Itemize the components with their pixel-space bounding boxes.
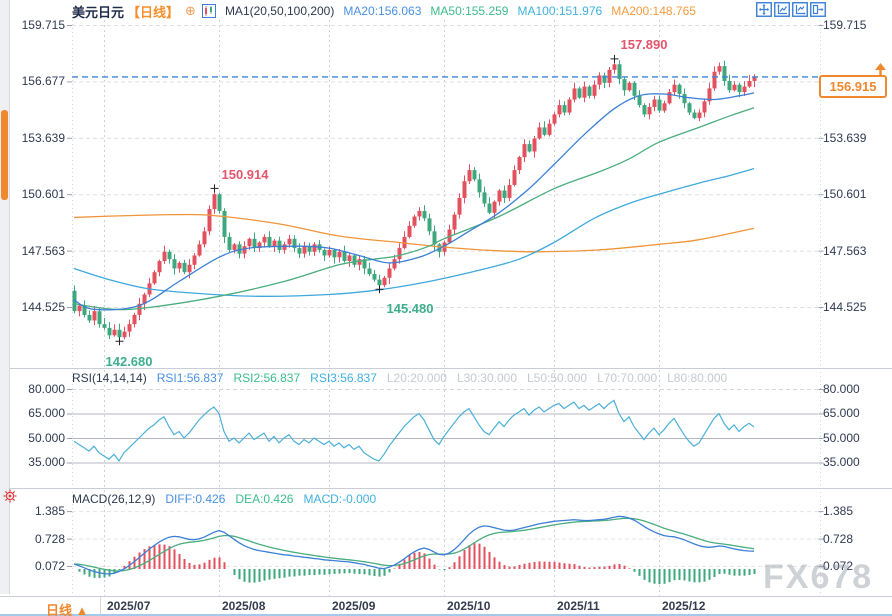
scrollbar-thumb[interactable] [1,110,8,200]
current-price-value: 156.915 [829,79,877,94]
rsi-l80-value: L80:80.000 [667,371,728,385]
x-axis-scale-icon[interactable] [792,2,808,17]
axis-tick-label: 1.385 [823,504,854,519]
axis-tick-label: 0.728 [823,531,854,546]
low-price-annotation: 145.480 [386,301,434,317]
axis-tick-label: 153.639 [21,130,65,145]
symbol-title: 美元日元 [72,4,125,20]
low-price-annotation: 142.680 [105,354,153,370]
axis-tick-label: 65.000 [823,406,860,421]
rsi3-value: RSI3:56.837 [310,371,377,385]
axis-tick-label: 1.385 [34,504,65,519]
chart-toolbar [756,2,826,17]
date-axis-label: 2025/12 [662,599,706,613]
macd-macd-value: MACD:-0.000 [303,492,377,506]
macd-label[interactable]: MACD(26,12,9) [72,492,156,506]
add-indicator-icon[interactable]: ⊕ [185,3,196,18]
current-price-tag: 156.915 [819,75,887,98]
footer-divider [100,597,101,614]
ma100-value: MA100:151.976 [517,4,603,18]
axis-tick-label: 147.563 [823,243,867,258]
chart-header: 美元日元 【日线】 ⊕ MA1(20,50,100,200) MA20:156.0… [72,3,696,20]
axis-tick-label: 144.525 [823,300,867,314]
macd-dea-value: DEA:0.426 [235,492,294,506]
axis-tick-label: 159.715 [21,18,65,32]
high-price-annotation: 157.890 [620,36,668,52]
macd-header: MACD(26,12,9) DIFF:0.426 DEA:0.426 MACD:… [72,492,376,506]
axis-tick-label: 0.072 [34,558,65,573]
rsi-l70-value: L70:70.000 [597,371,658,385]
rsi1-value: RSI1:56.837 [156,371,224,385]
rsi-l50-value: L50:50.000 [527,371,588,385]
candlestick-chart-icon[interactable] [201,4,216,18]
date-axis-bar [0,596,892,616]
ma50-value: MA50:155.259 [430,4,509,18]
ma20-value: MA20:156.063 [343,4,422,18]
ma200-value: MA200:148.765 [611,4,696,18]
axis-tick-label: 50.000 [28,430,65,445]
left-scroll-strip [0,0,10,594]
axis-tick-label: 80.000 [28,382,65,396]
date-axis-label: 2025/10 [447,599,491,613]
period-tag[interactable]: 【日线】 [127,4,180,20]
high-price-annotation: 150.914 [221,167,269,183]
crosshair-move-icon[interactable] [756,2,772,17]
date-axis-label: 2025/11 [557,599,600,613]
axis-tick-label: 153.639 [823,130,867,145]
ma-group-label: MA1(20,50,100,200) [224,4,335,18]
date-axis-label: 2025/07 [107,599,151,613]
axis-tick-label: 35.000 [28,455,65,470]
axis-tick-label: 147.563 [21,243,65,258]
axis-tick-label: 50.000 [823,430,860,445]
axis-tick-label: 80.000 [823,382,860,396]
macd-diff-value: DIFF:0.426 [165,492,226,506]
axis-tick-label: 156.677 [21,74,65,89]
y-axis-scale-icon[interactable] [774,2,790,17]
axis-tick-label: 150.601 [21,187,65,202]
axis-tick-label: 35.000 [823,455,860,470]
axis-tick-label: 65.000 [28,406,65,421]
date-axis-label: 2025/08 [222,599,266,613]
price-up-arrow-icon [875,63,886,77]
axis-tick-label: 159.715 [823,18,867,32]
axis-tick-label: 0.728 [34,531,65,546]
pan-right-icon[interactable] [810,2,826,17]
rsi-l30-value: L30:30.000 [456,371,517,385]
axis-tick-label: 0.072 [823,558,854,573]
rsi-label[interactable]: RSI(14,14,14) [72,371,147,385]
date-axis-label: 2025/09 [332,599,376,613]
rsi-header: RSI(14,14,14) RSI1:56.837 RSI2:56.837 RS… [72,371,727,385]
rsi2-value: RSI2:56.837 [233,371,301,385]
axis-tick-label: 144.525 [21,300,65,314]
period-selector-button[interactable]: 日线 ▲ [46,603,89,616]
rsi-l20-value: L20:20.000 [386,371,447,385]
hot-settings-icon[interactable] [2,488,18,504]
axis-tick-label: 150.601 [823,187,867,202]
